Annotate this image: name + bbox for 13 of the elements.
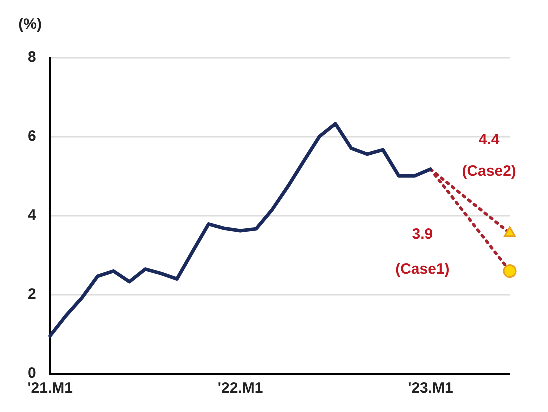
- x-tick-label: '22.M1: [218, 380, 264, 398]
- annotation: 4.4: [478, 131, 500, 148]
- y-tick-label: 6: [28, 128, 36, 146]
- x-tick-label: '21.M1: [28, 380, 73, 398]
- annotation: 3.9: [412, 226, 434, 244]
- y-tick-label: 4: [28, 207, 37, 224]
- annotation: (Case1): [396, 260, 450, 278]
- y-tick-label: 8: [28, 49, 36, 66]
- x-tick-label: '23.M1: [408, 380, 454, 398]
- y-axis-title: (%): [18, 16, 42, 34]
- y-tick-label: 0: [28, 365, 36, 382]
- annotation: (Case2): [462, 162, 516, 180]
- y-tick-label: 2: [28, 286, 36, 304]
